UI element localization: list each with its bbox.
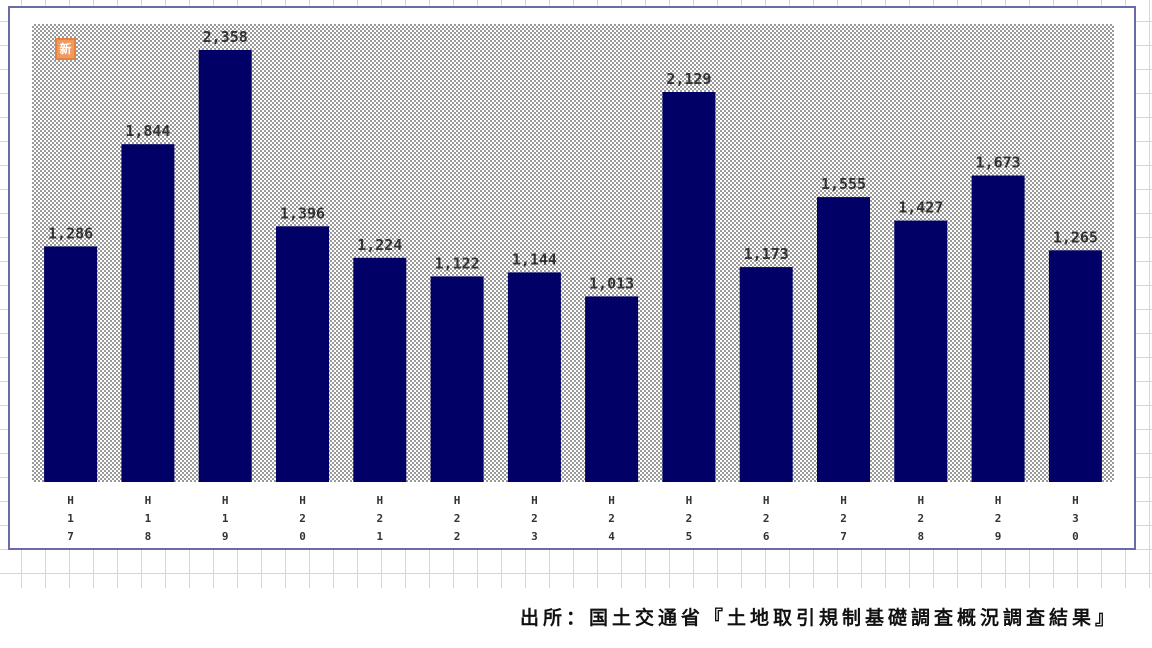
bar-H17 <box>44 246 98 482</box>
chart-frame: 1,286 1,844 2,358 1,396 1,224 1,122 1,144 1,013… <box>8 6 1136 550</box>
bar-H29 <box>971 175 1025 482</box>
value-label-H20: 1,396 <box>280 204 325 222</box>
new-badge: 新 <box>55 38 76 60</box>
value-label-H27: 1,555 <box>821 175 866 193</box>
value-label-H23: 1,144 <box>512 250 557 268</box>
bar-H27 <box>817 197 870 482</box>
value-label-H28: 1,427 <box>898 199 943 217</box>
value-label-H30: 1,265 <box>1053 228 1098 246</box>
bar-H23 <box>507 272 561 482</box>
footer-band <box>0 588 1152 648</box>
bar-H25 <box>662 92 716 482</box>
value-label-H29: 1,673 <box>976 154 1021 172</box>
value-label-H21: 1,224 <box>357 236 402 254</box>
bar-H18 <box>121 144 175 482</box>
value-label-H26: 1,173 <box>744 245 789 263</box>
bar-H19 <box>198 50 252 482</box>
bar-H28 <box>894 220 948 482</box>
bar-H30 <box>1048 250 1102 482</box>
bar-H21 <box>353 257 407 482</box>
value-label-H25: 2,129 <box>666 70 711 88</box>
source-note: 出所：国土交通省『土地取引規制基礎調査概況調査結果』 <box>519 607 1118 629</box>
bar-H20 <box>276 226 329 482</box>
value-label-H24: 1,013 <box>589 274 634 292</box>
value-label-H19: 2,358 <box>203 28 248 46</box>
value-label-H22: 1,122 <box>435 254 480 272</box>
plot-area <box>32 24 1114 482</box>
value-label-H17: 1,286 <box>48 224 93 242</box>
bar-chart: 1,286 1,844 2,358 1,396 1,224 1,122 1,144 1,013… <box>32 24 1114 543</box>
bar-H24 <box>585 296 639 482</box>
bar-H26 <box>739 267 793 482</box>
bar-H22 <box>430 276 484 482</box>
value-label-H18: 1,844 <box>125 122 170 140</box>
